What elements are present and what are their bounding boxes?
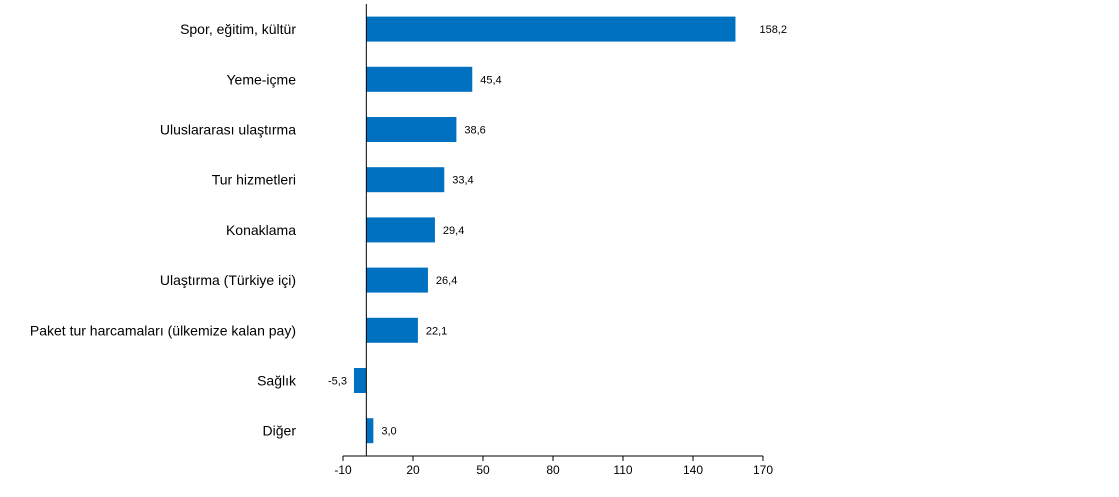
category-labels-group: Spor, eğitim, kültür Yeme-içme Uluslararas… [30, 21, 297, 439]
value-label: 45,4 [480, 74, 501, 86]
value-label: 38,6 [464, 125, 485, 137]
bar [366, 418, 374, 444]
x-tick-label: 170 [753, 463, 773, 477]
bar [366, 16, 736, 42]
value-label: 33,4 [452, 175, 473, 187]
bar [366, 117, 457, 142]
value-label: 22,1 [426, 325, 447, 337]
bar [366, 267, 428, 293]
bar [366, 217, 435, 243]
bars-group [353, 16, 736, 444]
bar [366, 317, 418, 343]
x-tick-label: 50 [476, 463, 490, 477]
category-label: Tur hizmetleri [212, 172, 296, 188]
value-labels-group: 158,2 45,4 38,6 33,4 29,4 26,4 22,1 -5,3 3,0 [328, 24, 787, 438]
bar [366, 167, 445, 193]
value-label: 29,4 [443, 225, 464, 237]
category-label: Diğer [263, 423, 297, 439]
category-label: Ulaştırma (Türkiye içi) [160, 272, 296, 288]
x-tick-label: 110 [613, 463, 632, 477]
bar [353, 368, 367, 393]
x-ticks-group: -10 20 50 80 110 140 170 [334, 456, 773, 477]
x-tick-label: 20 [406, 463, 420, 477]
category-label: Sağlık [257, 373, 297, 389]
value-label: -5,3 [328, 376, 347, 388]
x-tick-label: 140 [683, 463, 703, 477]
bar [366, 66, 473, 92]
value-label: 3,0 [381, 426, 396, 438]
x-tick-label: -10 [334, 463, 352, 477]
x-tick-label: 80 [546, 463, 560, 477]
category-label: Yeme-içme [226, 71, 296, 87]
category-label: Spor, eğitim, kültür [180, 21, 296, 37]
value-label: 158,2 [759, 24, 787, 36]
category-label: Paket tur harcamaları (ülkemize kalan pa… [30, 322, 296, 338]
category-label: Konaklama [226, 222, 296, 238]
category-label: Uluslararası ulaştırma [160, 122, 296, 138]
value-label: 26,4 [436, 275, 457, 287]
